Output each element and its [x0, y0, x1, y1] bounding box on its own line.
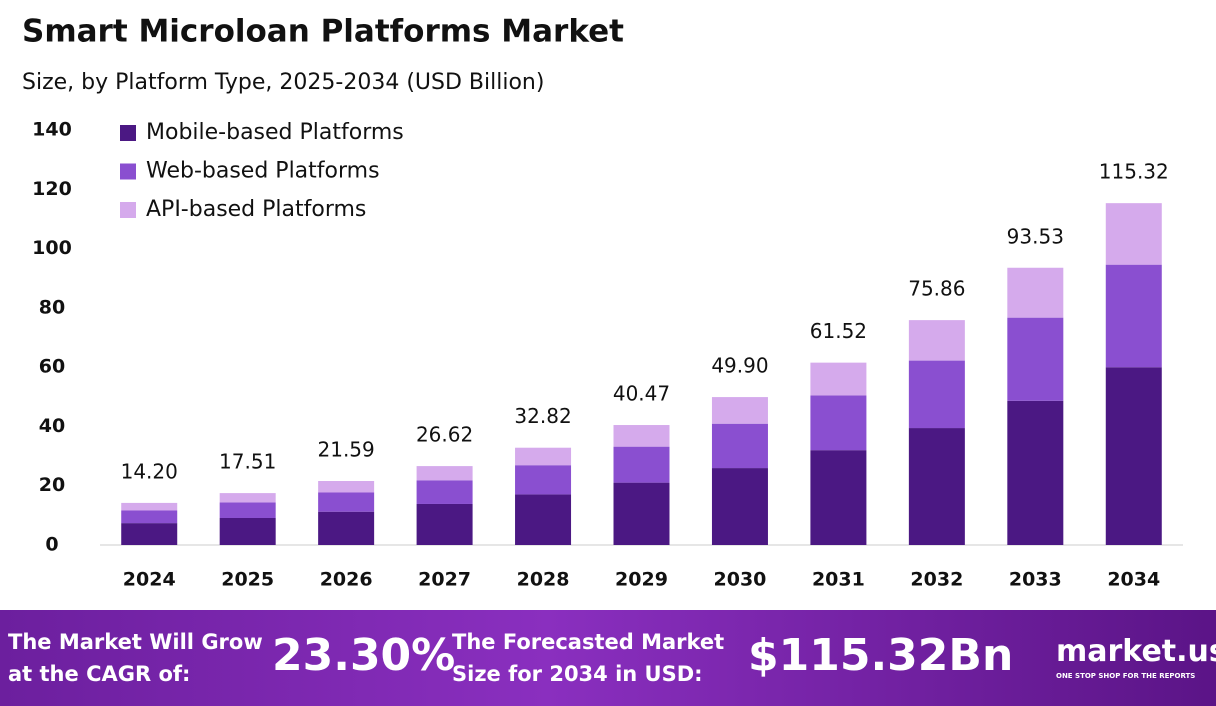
bar-segment [810, 450, 867, 545]
bar-segment [908, 428, 965, 545]
bar-segment [318, 492, 375, 512]
text-line: The Market Will Grow [8, 630, 263, 654]
tagline: ONE STOP SHOP FOR THE REPORTS [1056, 672, 1196, 680]
total-label: 14.20 [121, 459, 178, 483]
legend-label: Mobile-based Platforms [146, 120, 404, 145]
chart-title: Smart Microloan Platforms Market [22, 14, 624, 50]
bar-segment [121, 502, 178, 511]
x-tick-label: 2024 [123, 569, 176, 591]
bar-segment [515, 465, 572, 495]
x-tick-label: 2034 [1107, 569, 1160, 591]
legend-swatch [120, 163, 136, 180]
x-tick-label: 2025 [221, 569, 274, 591]
bar-segment [613, 482, 670, 545]
x-tick-label: 2033 [1009, 569, 1062, 591]
bar-segment [1105, 264, 1162, 368]
x-tick-label: 2027 [418, 569, 471, 591]
bar-segment [121, 510, 178, 524]
text-line: at the CAGR of: [8, 662, 191, 686]
y-tick-label: 100 [32, 237, 72, 259]
bar-segment [711, 423, 768, 469]
total-label: 32.82 [514, 404, 571, 428]
bar-segment [711, 397, 768, 424]
bar-segment [416, 503, 473, 545]
legend-swatch [120, 125, 136, 141]
bar-segment [121, 523, 178, 545]
total-label: 93.53 [1007, 224, 1064, 248]
bar-segment [1007, 400, 1064, 545]
bar-segment [810, 362, 867, 396]
bar-segment [515, 447, 572, 466]
y-tick-label: 80 [39, 296, 65, 318]
text-line: The Forecasted Market [452, 630, 725, 654]
x-tick-label: 2029 [615, 569, 668, 591]
total-label: 21.59 [318, 438, 375, 462]
x-tick-label: 2030 [714, 569, 767, 591]
chart-subtitle: Size, by Platform Type, 2025-2034 (USD B… [22, 70, 544, 95]
bar-segment [810, 395, 867, 451]
x-tick-label: 2028 [517, 569, 570, 591]
total-label: 26.62 [416, 423, 473, 447]
bar-segment [908, 360, 965, 429]
bar-segment [1105, 367, 1162, 545]
total-label: 49.90 [711, 354, 768, 378]
bar-segment [613, 446, 670, 483]
total-label: 61.52 [810, 319, 867, 343]
y-tick-label: 120 [32, 178, 72, 200]
total-label: 75.86 [908, 277, 965, 301]
bar-segment [219, 493, 276, 503]
legend-label: Web-based Platforms [146, 159, 380, 184]
legend-swatch [120, 202, 136, 218]
footer-banner: The Market Will Grow at the CAGR of: 23.3… [0, 610, 1216, 706]
cagr-value: 23.30% [272, 630, 456, 681]
total-label: 40.47 [613, 382, 670, 406]
y-tick-label: 60 [39, 356, 65, 378]
forecast-value: $115.32Bn [748, 630, 1014, 681]
brand: market.us [1056, 634, 1216, 669]
x-tick-label: 2032 [910, 569, 963, 591]
bar-segment [219, 517, 276, 545]
bar-segment [416, 466, 473, 481]
bar-segment [1007, 267, 1064, 318]
bar-segment [711, 468, 768, 545]
text-line: Size for 2034 in USD: [452, 662, 703, 686]
legend-label: API-based Platforms [146, 197, 366, 222]
bar-segment [318, 481, 375, 493]
total-label: 17.51 [219, 450, 276, 474]
y-tick-label: 140 [32, 119, 72, 141]
x-tick-label: 2026 [320, 569, 373, 591]
bar-segment [1105, 203, 1162, 265]
forecast-text: The Forecasted Market Size for 2034 in US… [452, 626, 724, 690]
x-tick-label: 2031 [812, 569, 865, 591]
total-label: 115.32 [1099, 160, 1169, 184]
y-tick-label: 0 [45, 534, 58, 556]
bar-segment [416, 480, 473, 504]
bar-segment [613, 425, 670, 447]
bar-segment [515, 494, 572, 545]
y-tick-label: 20 [39, 474, 65, 496]
bar-segment [219, 502, 276, 518]
y-tick-label: 40 [39, 415, 65, 437]
chart: Smart Microloan Platforms Market Size, b… [22, 14, 1183, 591]
bar-segment [1007, 317, 1064, 401]
bar-segment [908, 320, 965, 361]
bar-segment [318, 511, 375, 545]
cagr-text: The Market Will Grow at the CAGR of: [8, 626, 263, 690]
